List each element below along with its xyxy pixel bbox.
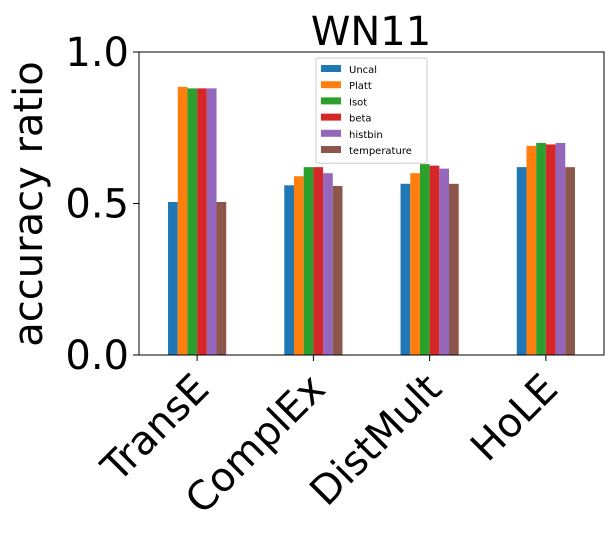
legend-swatch-isot [321, 97, 341, 105]
y-tick-label: 0.5 [65, 182, 129, 228]
legend: Uncal Platt Isot beta histbin temperature [315, 57, 428, 164]
bar-isot-complex [303, 167, 314, 355]
y-axis-label: accuracy ratio [6, 61, 52, 346]
bar-beta-transe [197, 88, 207, 356]
legend-swatch-beta [321, 113, 341, 121]
bar-isot-distmult [419, 164, 430, 355]
legend-label-uncal: Uncal [349, 65, 377, 76]
x-tick-label: HoLE [462, 366, 567, 471]
bar-temperature-complex [332, 185, 343, 355]
legend-swatch-platt [321, 81, 341, 89]
bar-beta-distmult [429, 165, 440, 355]
bar-temperature-hole [565, 167, 575, 355]
bar-platt-transe [177, 86, 188, 355]
bar-platt-hole [526, 145, 537, 355]
legend-swatch-histbin [321, 129, 341, 137]
bar-beta-complex [313, 167, 324, 355]
bar-temperature-distmult [449, 183, 459, 355]
legend-swatch-uncal [321, 65, 341, 72]
legend-swatch-temperature [321, 146, 341, 153]
bar-histbin-distmult [439, 168, 450, 355]
bar-histbin-hole [555, 142, 566, 355]
bar-platt-distmult [410, 173, 420, 355]
bar-histbin-complex [323, 173, 333, 355]
bar-platt-complex [293, 176, 304, 355]
chart-title: WN11 [311, 9, 431, 55]
legend-label-temperature: temperature [349, 146, 412, 157]
bar-uncal-transe [168, 201, 178, 355]
y-tick-label: 1.0 [65, 30, 129, 76]
bar-uncal-distmult [400, 183, 411, 355]
legend-label-beta: beta [349, 114, 372, 125]
bar-uncal-complex [284, 185, 294, 355]
legend-label-histbin: histbin [349, 130, 383, 141]
bar-uncal-hole [516, 167, 527, 355]
bar-histbin-transe [206, 88, 217, 356]
legend-label-isot: Isot [349, 97, 367, 108]
bar-isot-transe [187, 88, 198, 356]
y-tick-label: 0.0 [65, 333, 129, 379]
legend-label-platt: Platt [349, 81, 372, 92]
legend-box [315, 57, 428, 164]
bar-isot-hole [536, 142, 546, 355]
bar-beta-hole [545, 144, 556, 355]
bar-temperature-transe [216, 201, 227, 355]
bars-group [168, 86, 575, 356]
